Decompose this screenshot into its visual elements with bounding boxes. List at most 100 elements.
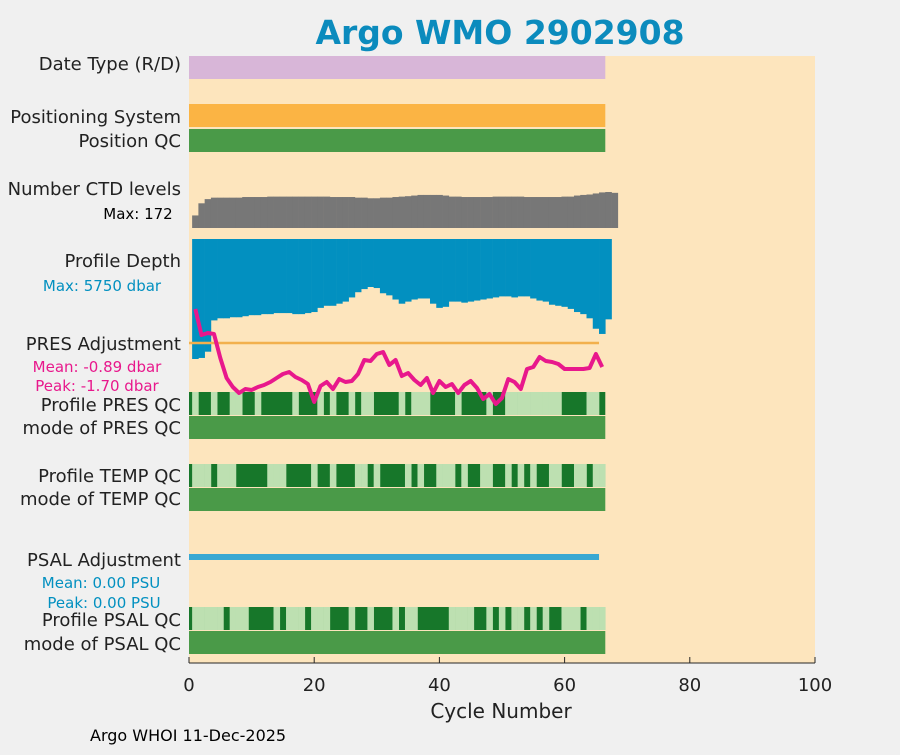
qc-light-cycle xyxy=(530,607,537,630)
profile-depth-bar xyxy=(473,239,481,301)
qc-light-cycle xyxy=(354,464,362,487)
qc-light-cycle xyxy=(298,607,306,630)
qc-light-cycle xyxy=(455,392,462,415)
x-tick-label: 100 xyxy=(798,675,832,696)
pres-adjustment-label: PRES Adjustment xyxy=(26,334,181,355)
ctd-levels-bar xyxy=(455,196,462,228)
qc-light-cycle xyxy=(517,392,525,415)
profile-depth-bar xyxy=(548,239,556,305)
profile-depth-bar xyxy=(223,239,230,319)
qc-light-cycle xyxy=(561,607,569,630)
mode-psal-qc-band xyxy=(189,631,606,654)
ctd-levels-bar xyxy=(467,197,475,228)
profile-depth-bar xyxy=(273,239,281,314)
ctd-levels-bar xyxy=(298,196,306,228)
x-axis-label: Cycle Number xyxy=(430,699,572,723)
footer-text: Argo WHOI 11-Dec-2025 xyxy=(90,726,286,745)
qc-light-cycle xyxy=(442,464,450,487)
x-tick-label: 80 xyxy=(678,675,701,696)
x-tick-label: 40 xyxy=(428,675,451,696)
profile-depth-bar xyxy=(411,239,418,300)
ctd-levels-label: Number CTD levels xyxy=(8,179,181,200)
pres-adjustment-line xyxy=(193,308,604,406)
profile-depth-bar xyxy=(348,239,356,298)
profile-depth-bar xyxy=(235,239,243,318)
qc-light-cycle xyxy=(242,607,249,630)
plot-background xyxy=(189,56,815,663)
profile-depth-bar xyxy=(254,239,262,316)
profile-depth-bar xyxy=(536,239,543,301)
pres-peak-label: Peak: -1.70 dbar xyxy=(35,377,159,395)
ctd-levels-bar xyxy=(561,196,569,228)
ctd-levels-bar xyxy=(542,197,550,228)
date-type-band xyxy=(189,56,606,79)
qc-light-cycle xyxy=(542,392,550,415)
ctd-levels-bar xyxy=(436,194,443,228)
profile-depth-bar xyxy=(455,239,462,302)
profile-depth-bar xyxy=(248,239,256,316)
qc-light-cycle xyxy=(329,392,337,415)
profile-depth-bar xyxy=(599,239,606,334)
qc-light-cycle xyxy=(548,392,556,415)
profile-depth-bar xyxy=(511,239,518,298)
profile-depth-bar xyxy=(542,239,550,302)
qc-light-cycle xyxy=(229,392,237,415)
qc-light-cycle xyxy=(273,464,281,487)
qc-light-cycle xyxy=(279,464,287,487)
qc-light-cycle xyxy=(455,607,462,630)
profile-depth-bar xyxy=(367,239,374,287)
profile-depth-bar xyxy=(242,239,249,317)
qc-light-cycle xyxy=(511,607,518,630)
ctd-levels-bar xyxy=(210,197,218,228)
qc-light-cycle xyxy=(555,392,562,415)
ctd-levels-bar xyxy=(361,197,368,228)
positioning-system-label: Positioning System xyxy=(10,107,181,128)
profile-depth-bar xyxy=(317,239,324,308)
profile-depth-bar xyxy=(217,239,224,319)
qc-light-cycle xyxy=(536,392,543,415)
positioning-system-band xyxy=(189,104,606,127)
qc-light-cycle xyxy=(404,607,412,630)
profile-depth-bar xyxy=(586,239,594,319)
profile-depth-bar xyxy=(461,239,468,303)
qc-light-cycle xyxy=(448,607,456,630)
profile-depth-bar xyxy=(580,239,587,315)
qc-light-cycle xyxy=(417,392,425,415)
profile-depth-bar xyxy=(398,239,406,304)
ctd-levels-bar xyxy=(279,196,287,228)
ctd-levels-bar xyxy=(354,197,362,228)
qc-light-cycle xyxy=(467,607,475,630)
qc-light-cycle xyxy=(210,607,218,630)
mode-psal-qc-label: mode of PSAL QC xyxy=(24,634,181,655)
qc-light-cycle xyxy=(486,392,493,415)
profile-depth-bar xyxy=(561,239,569,307)
ctd-levels-bar xyxy=(611,192,619,228)
profile-depth-bar xyxy=(354,239,362,293)
ctd-levels-bar xyxy=(573,195,581,228)
profile-depth-bar xyxy=(386,239,393,296)
ctd-levels-bar xyxy=(260,197,268,228)
qc-light-cycle xyxy=(573,607,581,630)
ctd-levels-bar xyxy=(492,196,500,228)
qc-light-cycle xyxy=(311,464,318,487)
profile-depth-bar xyxy=(323,239,331,306)
qc-light-cycle xyxy=(517,464,525,487)
psal-peak-label: Peak: 0.00 PSU xyxy=(47,594,160,612)
qc-light-cycle xyxy=(192,392,199,415)
qc-light-cycle xyxy=(210,392,218,415)
qc-light-cycle xyxy=(411,607,418,630)
position-qc-band xyxy=(189,129,606,152)
qc-light-cycle xyxy=(411,392,418,415)
psal-mean-label: Mean: 0.00 PSU xyxy=(42,574,160,592)
ctd-levels-bar xyxy=(367,198,374,228)
qc-light-cycle xyxy=(254,392,262,415)
ctd-levels-bar xyxy=(223,197,230,228)
profile-depth-bar xyxy=(342,239,349,302)
profile-depth-bar xyxy=(329,239,337,306)
ctd-levels-bar xyxy=(392,197,400,228)
qc-light-cycle xyxy=(204,464,212,487)
qc-light-cycle xyxy=(373,464,381,487)
profile-depth-bar xyxy=(573,239,581,313)
ctd-levels-bar xyxy=(592,193,600,228)
ctd-levels-bar xyxy=(267,196,274,228)
